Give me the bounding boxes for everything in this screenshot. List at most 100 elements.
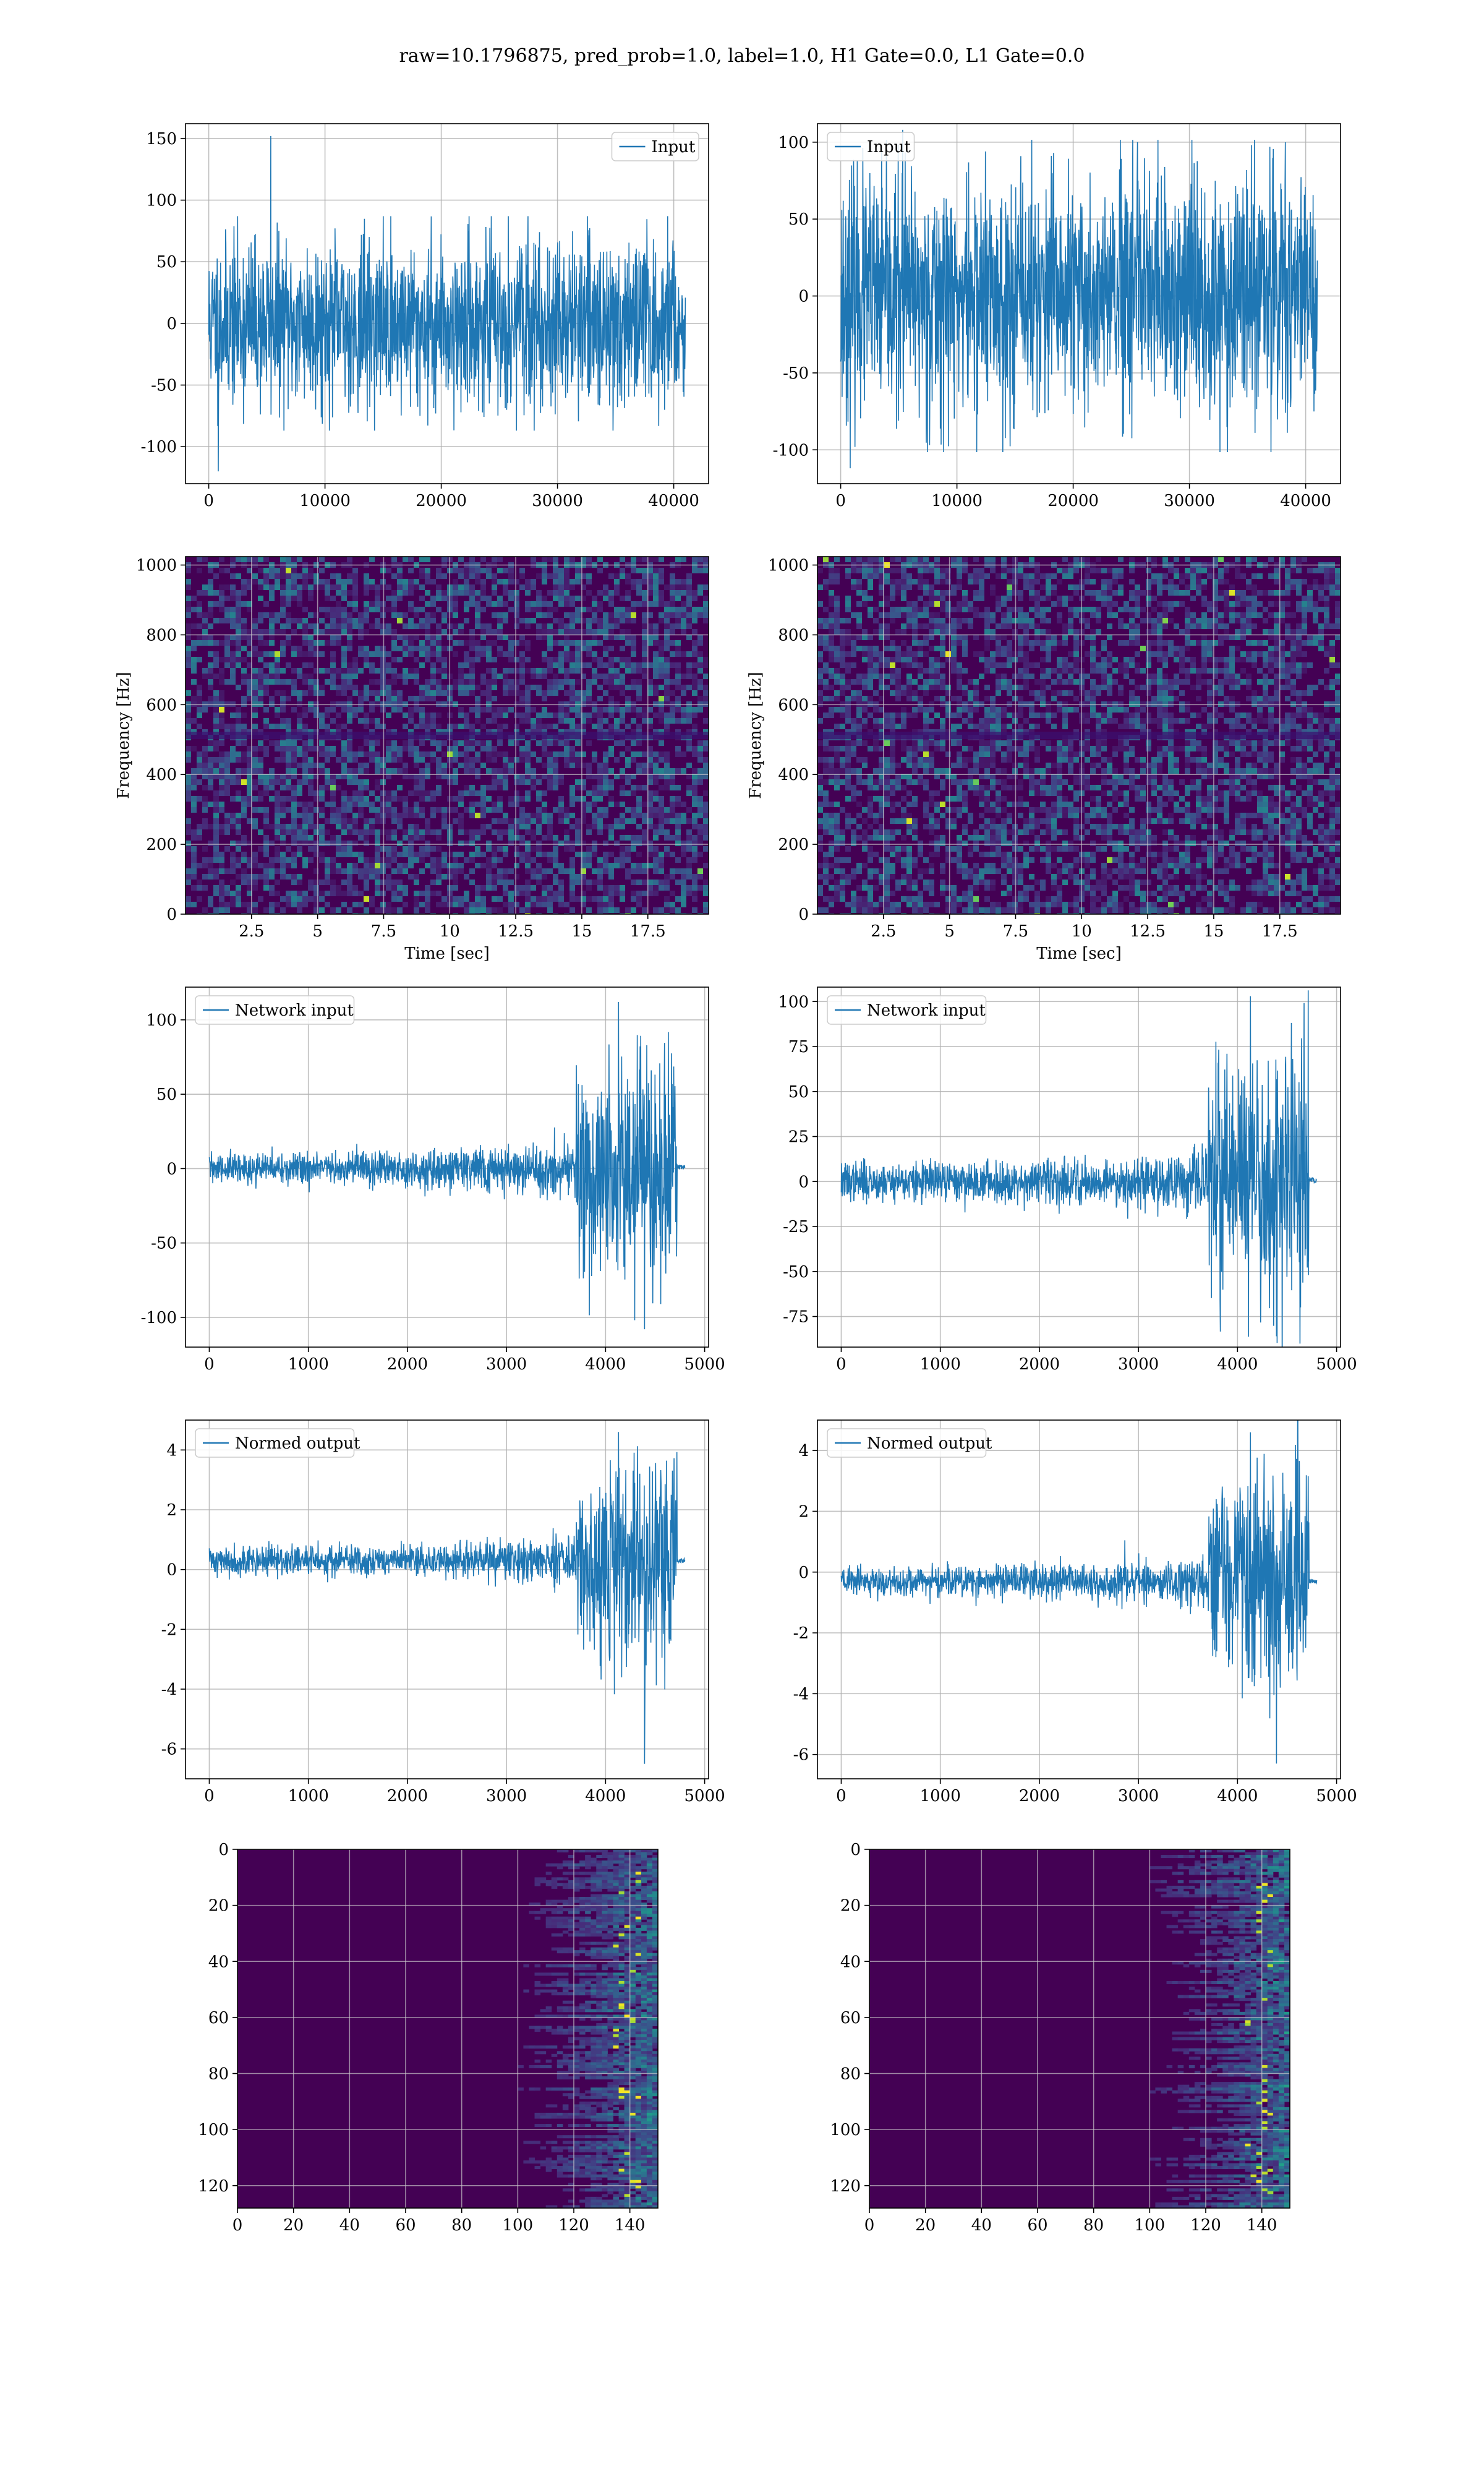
spectrogram-cell bbox=[436, 891, 441, 896]
spectrogram-cell bbox=[313, 579, 319, 584]
spectrogram-cell bbox=[581, 891, 586, 896]
spectrogram-cell bbox=[263, 824, 269, 829]
spectrogram-cell bbox=[464, 651, 469, 657]
spectrogram-cell bbox=[1162, 573, 1168, 579]
spectrogram-cell bbox=[1257, 668, 1263, 674]
spectrogram-cell bbox=[631, 668, 636, 674]
spectrogram-cell bbox=[686, 713, 692, 718]
spectrogram-cell bbox=[597, 829, 603, 835]
spectrogram-cell bbox=[636, 768, 642, 774]
spectrogram-cell bbox=[302, 863, 308, 868]
spectrogram-cell bbox=[280, 696, 286, 701]
spectrogram-cell bbox=[492, 674, 497, 679]
spectrogram-cell bbox=[1246, 629, 1252, 635]
spectrogram-cell bbox=[252, 646, 258, 651]
spectrogram-cell bbox=[620, 607, 625, 612]
spectrogram-cell bbox=[275, 579, 280, 584]
spectrogram-cell bbox=[1218, 596, 1224, 601]
spectrogram-cell bbox=[1168, 568, 1174, 573]
spectrogram-cell bbox=[1135, 612, 1140, 618]
spectrogram-cell bbox=[297, 891, 302, 896]
spectrogram-cell bbox=[275, 713, 280, 718]
spectrogram-cell bbox=[492, 807, 497, 813]
spectrogram-cell bbox=[940, 635, 945, 640]
spectrogram-cell bbox=[569, 868, 575, 874]
spectrogram-cell bbox=[291, 573, 297, 579]
spectrogram-cell bbox=[631, 701, 636, 707]
spectrogram-cell bbox=[1302, 662, 1307, 668]
spectrogram-cell bbox=[1096, 557, 1101, 562]
spectrogram-cell bbox=[1073, 584, 1079, 590]
spectrogram-cell bbox=[1018, 596, 1023, 601]
spectrogram-cell bbox=[514, 891, 519, 896]
spectrogram-cell bbox=[834, 612, 840, 618]
spectrogram-cell bbox=[286, 891, 291, 896]
spectrogram-cell bbox=[508, 640, 514, 646]
spectrogram-cell bbox=[291, 852, 297, 857]
spectrogram-cell bbox=[664, 674, 670, 679]
spectrogram-cell bbox=[653, 640, 659, 646]
spectrogram-cell bbox=[191, 701, 197, 707]
spectrogram-cell bbox=[1246, 601, 1252, 607]
spectrogram-cell bbox=[375, 679, 380, 685]
spectrogram-cell bbox=[341, 618, 347, 623]
spectrogram-cell bbox=[191, 846, 197, 852]
spectrogram-cell bbox=[375, 835, 380, 841]
spectrogram-cell bbox=[469, 662, 475, 668]
spectrogram-cell bbox=[553, 896, 558, 902]
spectrogram-cell bbox=[258, 640, 263, 646]
spectrogram-cell bbox=[375, 796, 380, 802]
spectrogram-cell bbox=[1185, 573, 1190, 579]
spectrogram-cell bbox=[525, 707, 531, 713]
spectrogram-cell bbox=[1046, 651, 1051, 657]
spectrogram-cell bbox=[380, 584, 386, 590]
spectrogram-cell bbox=[597, 857, 603, 863]
spectrogram-cell bbox=[631, 863, 636, 868]
spectrogram-cell bbox=[1107, 651, 1112, 657]
spectrogram-cell bbox=[901, 612, 906, 618]
spectrogram-cell bbox=[258, 696, 263, 701]
spectrogram-cell bbox=[597, 724, 603, 729]
spectrogram-cell bbox=[558, 601, 564, 607]
spectrogram-cell bbox=[697, 612, 703, 618]
spectrogram-cell bbox=[873, 629, 879, 635]
spectrogram-cell bbox=[341, 685, 347, 690]
spectrogram-cell bbox=[247, 746, 252, 751]
spectrogram-cell bbox=[286, 590, 291, 596]
spectrogram-cell bbox=[659, 807, 664, 813]
spectrogram-cell bbox=[1135, 596, 1140, 601]
spectrogram-cell bbox=[1090, 646, 1096, 651]
spectrogram-cell bbox=[492, 863, 497, 868]
spectrogram-cell bbox=[575, 874, 581, 880]
spectrogram-cell bbox=[497, 618, 503, 623]
spectrogram-cell bbox=[375, 724, 380, 729]
spectrogram-cell bbox=[464, 896, 469, 902]
spectrogram-cell bbox=[286, 635, 291, 640]
spectrogram-cell bbox=[592, 913, 597, 914]
spectrogram-cell bbox=[879, 584, 884, 590]
spectrogram-cell bbox=[703, 612, 709, 618]
spectrogram-cell bbox=[419, 662, 425, 668]
spectrogram-cell bbox=[247, 751, 252, 757]
spectrogram-cell bbox=[297, 846, 302, 852]
spectrogram-cell bbox=[219, 690, 224, 696]
spectrogram-cell bbox=[419, 790, 425, 796]
spectrogram-cell bbox=[1224, 596, 1229, 601]
spectrogram-cell bbox=[647, 763, 653, 768]
spectrogram-cell bbox=[697, 835, 703, 841]
spectrogram-cell bbox=[647, 707, 653, 713]
spectrogram-cell bbox=[957, 557, 962, 562]
spectrogram-cell bbox=[547, 857, 553, 863]
spectrogram-cell bbox=[219, 640, 224, 646]
spectrogram-cell bbox=[569, 657, 575, 662]
spectrogram-cell bbox=[631, 607, 636, 612]
spectrogram-cell bbox=[247, 857, 252, 863]
spectrogram-cell bbox=[330, 818, 336, 824]
spectrogram-cell bbox=[597, 913, 603, 914]
spectrogram-cell bbox=[430, 796, 436, 802]
spectrogram-cell bbox=[425, 763, 430, 768]
spectrogram-cell bbox=[884, 662, 890, 668]
spectrogram-cell bbox=[213, 757, 219, 763]
spectrogram-cell bbox=[419, 607, 425, 612]
spectrogram-cell bbox=[436, 768, 441, 774]
